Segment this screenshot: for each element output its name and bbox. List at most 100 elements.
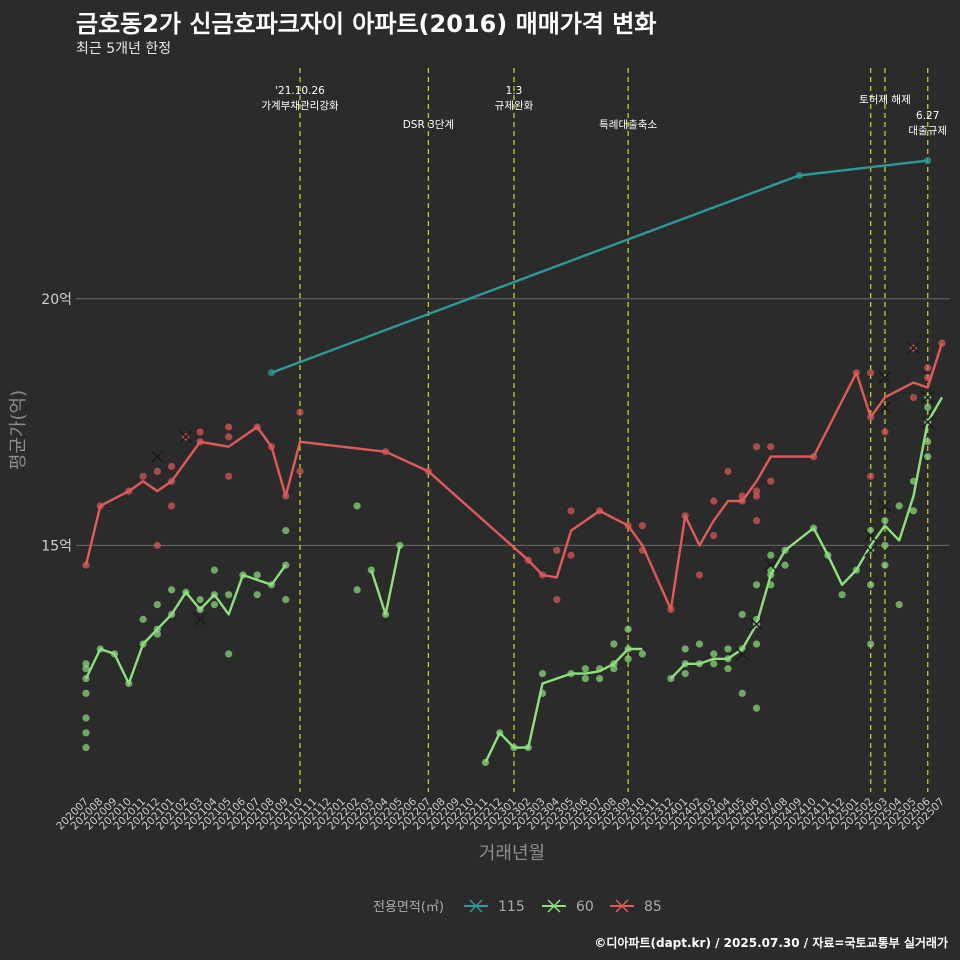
data-point-60	[567, 670, 575, 678]
data-point-85	[867, 369, 875, 377]
legend-label: 115	[498, 899, 525, 915]
legend-swatch-cross	[469, 899, 483, 913]
cross-marker-60	[193, 612, 207, 626]
data-point-60	[239, 571, 247, 579]
data-point-60	[810, 524, 818, 532]
data-point-60	[139, 640, 147, 648]
legend-label: 60	[576, 899, 594, 915]
grid	[76, 298, 950, 546]
data-point-85	[424, 467, 432, 475]
data-point-60	[196, 596, 204, 604]
data-point-85	[196, 438, 204, 446]
data-point-60	[881, 561, 889, 569]
data-point-85	[296, 408, 304, 416]
data-point-85	[139, 472, 147, 480]
data-point-85	[225, 433, 233, 441]
data-point-60	[282, 561, 290, 569]
data-point-85	[225, 423, 233, 431]
data-point-85	[881, 428, 889, 436]
chart-title: 금호동2가 신금호파크자이 아파트(2016) 매매가격 변화	[76, 10, 657, 38]
series-line-60	[484, 647, 643, 763]
data-point-60	[895, 600, 903, 609]
data-point-85	[96, 502, 104, 510]
data-point-85	[225, 472, 233, 480]
data-point-85	[596, 507, 604, 515]
data-point-115	[924, 157, 932, 165]
data-point-85	[82, 561, 90, 569]
data-point-85	[567, 507, 575, 515]
data-point-60	[681, 660, 689, 668]
data-point-60	[96, 645, 104, 653]
y-tick-label: 15억	[41, 538, 72, 554]
data-point-85	[196, 428, 204, 436]
data-point-60	[538, 670, 547, 678]
data-point-60	[282, 526, 290, 535]
data-point-60	[282, 596, 290, 604]
data-point-60	[82, 665, 90, 673]
data-point-60	[210, 591, 218, 599]
data-point-60	[82, 729, 90, 737]
data-point-60	[710, 650, 718, 658]
cross-marker-60	[764, 558, 778, 572]
data-point-60	[210, 600, 218, 609]
data-point-85	[924, 374, 932, 382]
data-point-85	[538, 571, 547, 579]
data-point-85	[168, 462, 176, 471]
data-point-60	[153, 600, 161, 609]
data-point-60	[153, 625, 161, 633]
data-point-85	[710, 531, 718, 540]
data-point-60	[695, 640, 704, 648]
data-point-60	[139, 615, 147, 623]
data-point-60	[225, 591, 233, 599]
data-point-60	[667, 674, 675, 683]
data-point-85	[738, 497, 746, 505]
data-point-60	[82, 714, 90, 722]
data-point-60	[353, 586, 361, 594]
data-point-60	[110, 650, 119, 658]
data-point-60	[695, 660, 704, 668]
data-point-60	[82, 674, 90, 683]
data-point-85	[681, 512, 689, 520]
data-point-85	[810, 452, 818, 461]
data-point-60	[596, 665, 604, 673]
policy-annotation: 1.3	[506, 85, 523, 97]
data-point-60	[624, 645, 632, 653]
data-point-60	[396, 541, 404, 549]
data-point-60	[196, 605, 204, 614]
data-point-60	[382, 610, 390, 619]
data-point-60	[481, 758, 490, 767]
policy-annotation: '21.10.26	[275, 85, 325, 97]
policy-annotation: 규제완화	[495, 99, 534, 112]
axes: 15억20억2020072020082020092020102020112020…	[8, 292, 947, 864]
data-point-85	[125, 487, 133, 495]
policy-annotation: 특례대출축소	[599, 119, 657, 131]
data-point-60	[538, 689, 547, 697]
data-point-60	[496, 729, 504, 737]
data-point-85	[524, 556, 532, 564]
data-point-60	[724, 645, 732, 653]
data-point-60	[168, 610, 176, 619]
data-point-60	[824, 551, 832, 559]
data-point-85	[638, 546, 647, 554]
y-axis-title: 평균가(억)	[8, 390, 29, 470]
data-point-60	[638, 650, 647, 658]
policy-annotation: 토허제 해제	[859, 93, 911, 106]
data-point-60	[881, 541, 889, 549]
data-point-85	[282, 492, 290, 500]
data-point-60	[767, 566, 775, 574]
data-point-85	[695, 571, 704, 579]
legend: 전용면적(㎡) 115 60 85	[373, 899, 662, 915]
data-point-85	[553, 546, 561, 554]
policy-annotation: 6.27	[916, 110, 939, 122]
cross-marker-60	[921, 390, 935, 404]
data-point-60	[752, 640, 761, 648]
data-point-60	[924, 403, 932, 411]
cross-marker-60	[864, 529, 878, 543]
data-point-60	[681, 645, 689, 653]
data-point-60	[767, 581, 775, 589]
cross-marker-60	[921, 415, 935, 429]
data-point-60	[210, 566, 218, 574]
data-point-60	[153, 630, 161, 638]
